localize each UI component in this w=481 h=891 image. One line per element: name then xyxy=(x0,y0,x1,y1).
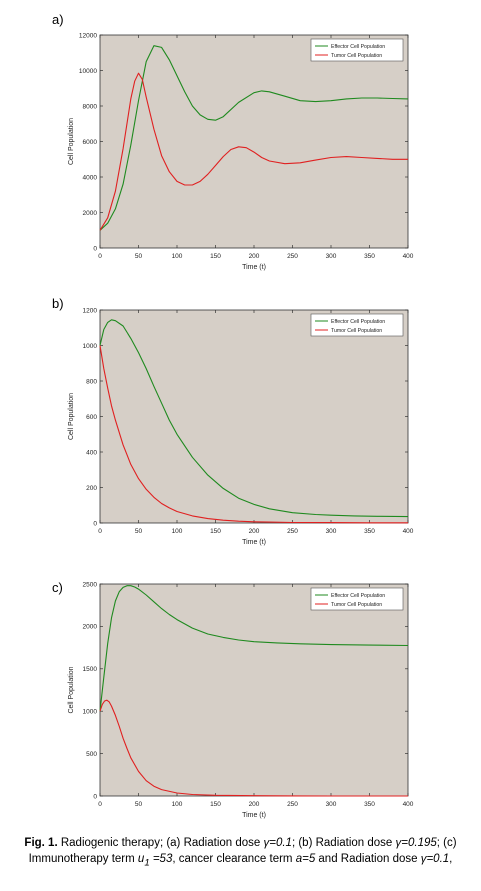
caption-a-term: a=5 xyxy=(295,853,316,865)
plot-area xyxy=(99,309,409,524)
y-tick-label: 0 xyxy=(93,793,97,800)
x-tick-label: 250 xyxy=(287,528,298,535)
panel-label: c) xyxy=(52,580,63,595)
x-tick-label: 100 xyxy=(172,801,183,808)
x-tick-label: 200 xyxy=(249,253,260,260)
x-tick-label: 0 xyxy=(98,801,102,808)
x-tick-label: 200 xyxy=(249,528,260,535)
panel-c: c) 0 50 100 150 200 250 300 350 400 0 500 1000 1500 2… xyxy=(0,572,481,832)
caption-text: Radiogenic therapy; (a) Radiation dose xyxy=(57,837,264,849)
caption-gamma-b: γ=0.195 xyxy=(395,837,437,849)
legend-entry: Tumor Cell Population xyxy=(331,328,382,334)
y-tick-label: 600 xyxy=(86,414,97,421)
y-tick-label: 1200 xyxy=(83,307,98,314)
caption-text: , cancer clearance term xyxy=(172,853,296,865)
chart-b: 0 50 100 150 200 250 300 350 400 0 200 400 600 800 100… xyxy=(68,307,414,546)
x-tick-label: 350 xyxy=(364,528,375,535)
caption-fig-label: Fig. 1. xyxy=(24,837,58,849)
legend-entry: Effector Cell Population xyxy=(331,593,385,599)
legend-entry: Effector Cell Population xyxy=(331,44,385,50)
x-tick-label: 400 xyxy=(403,801,414,808)
legend-entry: Tumor Cell Population xyxy=(331,602,382,608)
x-tick-label: 300 xyxy=(326,528,337,535)
legend-entry: Tumor Cell Population xyxy=(331,53,382,59)
x-tick-label: 100 xyxy=(172,253,183,260)
legend-box xyxy=(310,313,404,337)
caption-u-sub: 1 xyxy=(144,857,150,869)
caption-u-term: u xyxy=(137,853,145,865)
x-axis-label: Time (t) xyxy=(242,812,266,819)
caption-text: ; (b) Radiation dose xyxy=(291,837,396,849)
x-tick-label: 150 xyxy=(210,253,221,260)
tumor-series-line xyxy=(99,345,408,524)
legend-entry: Effector Cell Population xyxy=(331,319,385,325)
effector-series-line xyxy=(99,45,409,231)
y-tick-label: 1000 xyxy=(83,343,98,350)
y-tick-label: 6000 xyxy=(83,139,98,146)
legend-box xyxy=(310,38,404,62)
effector-series-line xyxy=(99,319,409,518)
y-tick-label: 12000 xyxy=(79,32,97,39)
caption-gamma-a: γ=0.1 xyxy=(263,837,292,849)
y-tick-label: 1000 xyxy=(83,709,98,716)
x-tick-label: 400 xyxy=(403,528,414,535)
plot-area xyxy=(99,34,409,249)
y-tick-label: 0 xyxy=(93,520,97,527)
caption-u-value: =53 xyxy=(149,853,173,865)
panel-b: b) 0 50 100 150 200 250 300 350 400 0 200 400 600 800… xyxy=(0,288,481,560)
x-tick-label: 350 xyxy=(364,253,375,260)
chart-a: 0 50 100 150 200 250 300 350 4000200040006000800… xyxy=(68,32,414,271)
caption-gamma-c: γ=0.1 xyxy=(420,853,450,865)
caption-text: and Radiation dose xyxy=(315,853,421,865)
y-tick-label: 1500 xyxy=(83,666,98,673)
x-tick-label: 0 xyxy=(98,253,102,260)
y-tick-label: 2500 xyxy=(83,581,98,588)
x-tick-label: 250 xyxy=(287,801,298,808)
x-tick-label: 100 xyxy=(172,528,183,535)
y-axis-label: Cell Population xyxy=(68,118,75,165)
panel-label: b) xyxy=(52,296,64,311)
x-tick-label: 300 xyxy=(326,801,337,808)
x-tick-label: 150 xyxy=(210,528,221,535)
chart-c: 0 50 100 150 200 250 300 350 400 0 500 1000 1500 2000… xyxy=(68,581,414,819)
figure-caption: Fig. 1. Radiogenic therapy; (a) Radiatio… xyxy=(8,835,473,871)
y-tick-label: 800 xyxy=(86,378,97,385)
caption-text: , xyxy=(449,853,453,865)
caption-text: ; (c) Immunotherapy term xyxy=(28,837,457,865)
y-axis-label: Cell Population xyxy=(68,393,75,440)
x-tick-label: 200 xyxy=(249,801,260,808)
x-tick-label: 50 xyxy=(135,528,143,535)
x-tick-label: 150 xyxy=(210,801,221,808)
x-tick-label: 400 xyxy=(403,253,414,260)
x-tick-label: 50 xyxy=(135,801,143,808)
x-tick-label: 50 xyxy=(135,253,143,260)
x-axis-label: Time (t) xyxy=(242,539,266,546)
y-tick-label: 8000 xyxy=(83,103,98,110)
panel-a: a) 0 50 100 150 200 250 300 350 400 0 2000 4000 6000… xyxy=(0,0,481,280)
y-tick-label: 500 xyxy=(86,751,97,758)
x-tick-label: 250 xyxy=(287,253,298,260)
tumor-series-line xyxy=(99,72,408,231)
y-axis-label: Cell Population xyxy=(68,666,75,713)
effector-series-line xyxy=(99,585,409,712)
legend-box xyxy=(310,587,404,611)
y-tick-label: 10000 xyxy=(79,68,97,75)
y-tick-label: 0 xyxy=(93,245,97,252)
y-tick-label: 4000 xyxy=(83,174,98,181)
y-tick-label: 2000 xyxy=(83,624,98,631)
y-tick-label: 2000 xyxy=(83,210,98,217)
plot-area xyxy=(99,583,409,797)
x-tick-label: 350 xyxy=(364,801,375,808)
tumor-series-line xyxy=(99,699,408,797)
x-tick-label: 300 xyxy=(326,253,337,260)
y-tick-label: 200 xyxy=(86,485,97,492)
x-axis-label: Time (t) xyxy=(242,264,266,271)
y-tick-label: 400 xyxy=(86,449,97,456)
panel-label: a) xyxy=(52,12,64,27)
x-tick-label: 0 xyxy=(98,528,102,535)
